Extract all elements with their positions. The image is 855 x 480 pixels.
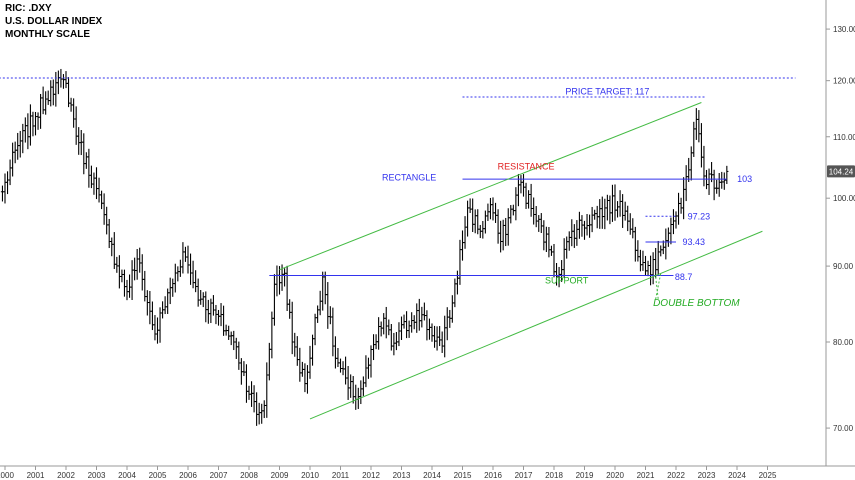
x-tick-label: 2009	[271, 471, 289, 480]
x-tick-label: 2000	[0, 471, 14, 480]
x-tick-label: 2012	[362, 471, 380, 480]
chart-annotation: DOUBLE BOTTOM	[653, 298, 740, 309]
x-tick-label: 2010	[301, 471, 319, 480]
y-tick-label: 100.00	[833, 194, 855, 203]
x-tick-label: 2018	[545, 471, 563, 480]
chart-annotation: RECTANGLE	[382, 172, 436, 182]
trend-line	[655, 273, 662, 300]
trend-line	[655, 276, 659, 300]
x-tick-label: 2002	[57, 471, 75, 480]
chart-annotation: 97.23	[688, 211, 711, 221]
chart-annotation: RESISTANCE	[498, 162, 555, 172]
chart-annotation: 93.43	[683, 237, 706, 247]
trend-line	[279, 102, 702, 271]
x-tick-label: 2016	[484, 471, 502, 480]
x-tick-label: 2024	[728, 471, 746, 480]
x-tick-label: 2001	[27, 471, 45, 480]
chart-annotation: 103	[737, 174, 752, 184]
x-tick-label: 2004	[118, 471, 136, 480]
y-tick-label: 130.00	[833, 25, 855, 34]
chart-annotation: PRICE TARGET: 117	[565, 87, 649, 97]
x-tick-label: 2022	[667, 471, 685, 480]
x-tick-label: 2023	[698, 471, 716, 480]
x-tick-label: 2015	[454, 471, 472, 480]
chart-header-scale: MONTHLY SCALE	[5, 29, 91, 40]
x-tick-label: 2006	[179, 471, 197, 480]
x-tick-label: 2013	[393, 471, 411, 480]
y-tick-label: 90.00	[833, 262, 854, 271]
x-tick-label: 2020	[606, 471, 624, 480]
x-tick-label: 2017	[515, 471, 533, 480]
x-tick-label: 2019	[576, 471, 594, 480]
last-price-label: 104.24	[829, 167, 854, 176]
x-tick-label: 2014	[423, 471, 441, 480]
last-price-tag	[827, 165, 855, 178]
chart-annotation: 88.7	[675, 272, 693, 282]
y-tick-label: 70.00	[833, 424, 854, 433]
trend-line	[309, 230, 763, 420]
y-tick-label: 80.00	[833, 338, 854, 347]
x-tick-label: 2007	[210, 471, 228, 480]
chart-annotation: SUPPORT	[545, 276, 589, 286]
price-bars	[0, 68, 729, 426]
x-tick-label: 2003	[88, 471, 106, 480]
x-tick-label: 2008	[240, 471, 258, 480]
y-tick-label: 120.00	[833, 77, 855, 86]
y-tick-label: 110.00	[833, 133, 855, 142]
chart-header-title: U.S. DOLLAR INDEX	[5, 16, 103, 27]
x-tick-label: 2005	[149, 471, 167, 480]
x-tick-label: 2021	[637, 471, 655, 480]
chart-header-ric: RIC: .DXY	[5, 3, 52, 14]
x-tick-label: 2011	[332, 471, 350, 480]
x-tick-label: 2025	[759, 471, 777, 480]
